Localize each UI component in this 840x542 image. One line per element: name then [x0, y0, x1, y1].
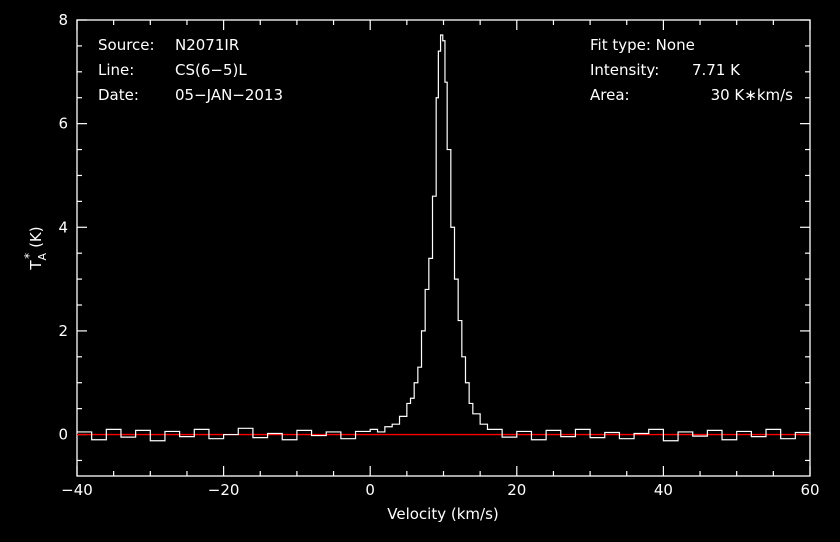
x-tick-label: −40 — [61, 481, 93, 499]
y-tick-label: 2 — [58, 322, 68, 340]
x-tick-label: 20 — [507, 481, 526, 499]
y-tick-label: 6 — [58, 115, 68, 133]
date-value: 05−JAN−2013 — [175, 86, 283, 104]
x-tick-label: 40 — [654, 481, 673, 499]
spectrum-line — [77, 34, 811, 442]
svg-text:TA*(K): TA* (K) — [22, 226, 49, 270]
line-key: Line: — [98, 61, 134, 79]
axis-tick-labels: −40 −20 0 20 40 60 0 2 4 6 8 — [58, 11, 819, 499]
x-tick-label: −20 — [208, 481, 240, 499]
x-tick-label: 60 — [800, 481, 819, 499]
source-value: N2071IR — [175, 36, 239, 54]
y-axis-label-main: T — [27, 260, 45, 271]
y-axis-label-sup: * — [22, 253, 36, 259]
y-axis-label: TA* (K) — [22, 226, 49, 270]
y-tick-label: 4 — [58, 218, 68, 236]
area-key: Area: — [590, 86, 630, 104]
y-tick-label: 0 — [58, 426, 68, 444]
date-key: Date: — [98, 86, 139, 104]
intensity-key: Intensity: — [590, 61, 659, 79]
source-key: Source: — [98, 36, 155, 54]
area-value: 30 K∗km/s — [711, 86, 794, 104]
line-value: CS(6−5)L — [175, 61, 247, 79]
y-axis-label-sub: A — [36, 252, 49, 260]
x-tick-label: 0 — [365, 481, 375, 499]
y-axis-label-unit: (K) — [27, 226, 45, 248]
x-axis-label: Velocity (km/s) — [387, 505, 498, 523]
fit-type-label: Fit type: None — [590, 36, 695, 54]
intensity-value: 7.71 K — [692, 61, 741, 79]
y-tick-label: 8 — [58, 11, 68, 29]
